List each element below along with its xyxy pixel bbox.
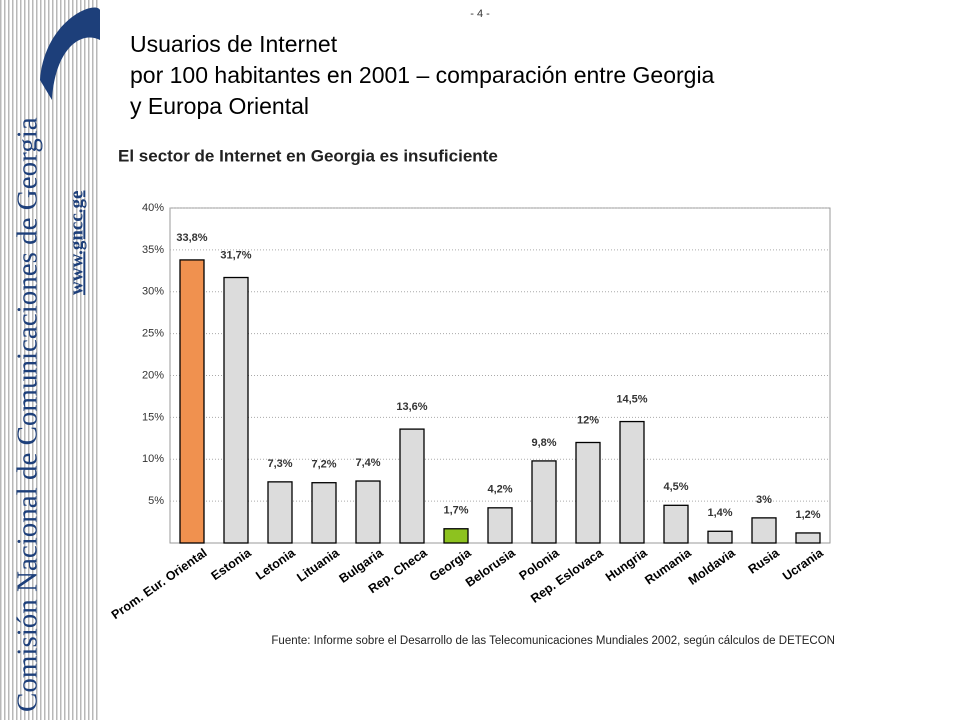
y-tick-label: 15% xyxy=(142,411,164,423)
bar xyxy=(707,530,733,544)
x-tick-label: Moldavia xyxy=(686,545,739,588)
value-label: 1,4% xyxy=(707,507,732,519)
bar xyxy=(531,460,557,544)
bar xyxy=(663,504,689,544)
value-label: 4,2% xyxy=(487,484,512,496)
value-label: 9,8% xyxy=(531,437,556,449)
value-label: 7,4% xyxy=(355,457,380,469)
page-number: - 4 - xyxy=(470,8,490,20)
sidebar-url: www.gncc.ge xyxy=(66,191,87,295)
bar xyxy=(751,517,777,544)
bar xyxy=(311,482,337,544)
bar xyxy=(443,528,469,544)
x-tick-label: Belorusia xyxy=(463,545,519,590)
value-label: 13,6% xyxy=(396,401,427,413)
value-label: 3% xyxy=(756,494,772,506)
chart-title: El sector de Internet en Georgia es insu… xyxy=(118,146,498,165)
bar xyxy=(355,480,381,544)
bar xyxy=(179,259,205,544)
bar xyxy=(399,428,425,544)
value-label: 14,5% xyxy=(616,393,647,405)
y-tick-label: 35% xyxy=(142,244,164,256)
x-tick-label: Rusia xyxy=(746,545,783,577)
x-tick-label: Rumania xyxy=(642,545,694,587)
value-label: 4,5% xyxy=(663,481,688,493)
y-tick-label: 10% xyxy=(142,453,164,465)
x-tick-label: Lituania xyxy=(294,545,342,585)
y-tick-label: 5% xyxy=(148,495,164,507)
value-label: 31,7% xyxy=(220,249,251,261)
y-tick-label: 25% xyxy=(142,328,164,340)
value-label: 1,7% xyxy=(443,505,468,517)
slide-title: y Europa Oriental xyxy=(130,93,309,119)
value-label: 7,3% xyxy=(267,458,292,470)
bar xyxy=(487,507,513,544)
value-label: 7,2% xyxy=(311,459,336,471)
logo xyxy=(40,7,100,100)
bar xyxy=(267,481,293,544)
x-tick-label: Letonia xyxy=(253,545,298,583)
value-label: 33,8% xyxy=(176,232,207,244)
slide-title: por 100 habitantes en 2001 – comparación… xyxy=(130,62,715,88)
sidebar-title: Comisión Nacional de Comunicaciones de G… xyxy=(12,117,44,712)
slide-title: Usuarios de Internet xyxy=(130,31,338,57)
x-tick-label: Ucrania xyxy=(780,545,826,583)
bar xyxy=(223,276,249,544)
sidebar-stripes xyxy=(0,0,100,720)
x-tick-label: Estonia xyxy=(209,545,255,583)
y-tick-label: 30% xyxy=(142,286,164,298)
bar xyxy=(795,532,821,544)
value-label: 12% xyxy=(577,414,599,426)
bar xyxy=(575,441,601,544)
x-tick-label: Prom. Eur. Oriental xyxy=(109,546,210,622)
y-tick-label: 20% xyxy=(142,369,164,381)
value-label: 1,2% xyxy=(795,509,820,521)
source: Fuente: Informe sobre el Desarrollo de l… xyxy=(271,635,835,647)
y-tick-label: 40% xyxy=(142,202,164,214)
bar xyxy=(619,420,645,544)
